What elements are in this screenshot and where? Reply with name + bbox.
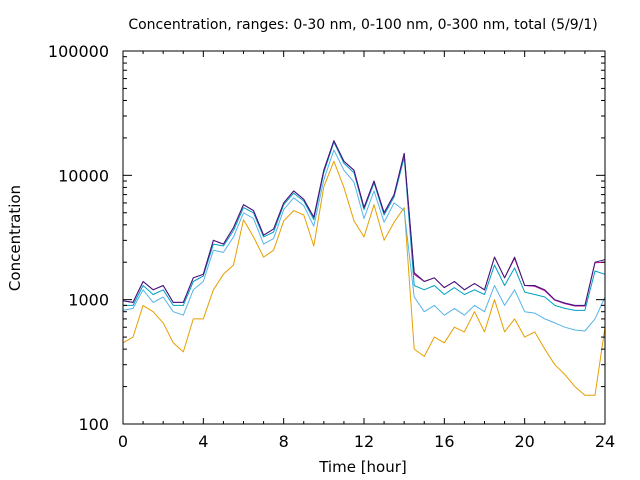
y-tick-label: 100 xyxy=(78,415,109,434)
y-tick-label: 1000 xyxy=(68,291,109,310)
series-line-1 xyxy=(122,140,606,307)
x-tick-label: 12 xyxy=(354,432,374,451)
x-tick-label: 4 xyxy=(198,432,208,451)
series-line-3 xyxy=(122,149,606,332)
series-line-2 xyxy=(123,141,606,311)
x-axis-title: Time [hour] xyxy=(318,458,407,476)
plot-frame xyxy=(122,50,606,425)
x-tick-label: 20 xyxy=(514,432,534,451)
x-tick-label: 24 xyxy=(595,432,615,451)
plot-series xyxy=(122,140,606,396)
series-line-0 xyxy=(122,140,606,306)
series-line-4 xyxy=(122,160,606,396)
y-axis-title: Concentration xyxy=(6,185,24,291)
x-tick-label: 0 xyxy=(118,432,128,451)
y-tick-label: 100000 xyxy=(48,42,109,61)
chart-title: Concentration, ranges: 0-30 nm, 0-100 nm… xyxy=(128,17,597,33)
x-tick-label: 8 xyxy=(279,432,289,451)
tick-layer: 0 4 8 12 16 20 24 100 1000 10000 100000 xyxy=(48,42,615,451)
y-tick-label: 10000 xyxy=(58,166,109,185)
x-tick-label: 16 xyxy=(434,432,454,451)
